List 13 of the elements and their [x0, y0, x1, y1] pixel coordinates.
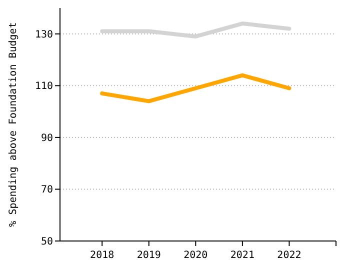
y-tick-label: 130: [34, 29, 53, 40]
x-tick-label: 2018: [90, 250, 114, 261]
y-tick-label: 110: [34, 81, 53, 92]
y-tick-label: 70: [40, 184, 53, 196]
x-tick-label: 2022: [277, 250, 302, 261]
x-tick-label: 2019: [136, 250, 161, 261]
y-tick-label: 50: [40, 236, 53, 248]
y-axis-title: % Spending above Foundation Budget: [8, 22, 19, 227]
y-tick-label: 90: [40, 132, 53, 144]
x-tick-label: 2021: [230, 250, 254, 261]
line-series: [100, 22, 292, 38]
line-series: [100, 73, 292, 104]
x-tick-label: 2020: [184, 250, 208, 261]
